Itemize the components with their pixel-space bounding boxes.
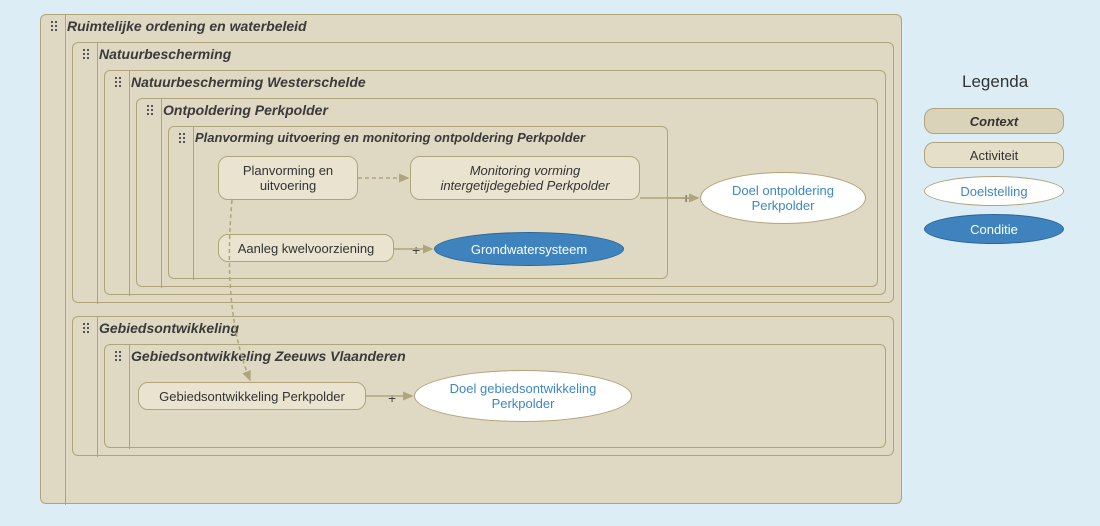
legend-context: Context	[924, 108, 1064, 134]
plus-symbol: +	[682, 190, 690, 206]
activity-gebied-perkpolder: Gebiedsontwikkeling Perkpolder	[138, 382, 366, 410]
drag-handle-icon	[175, 132, 189, 144]
drag-handle-icon	[111, 350, 125, 362]
activity-label: Planvorming en uitvoering	[229, 163, 347, 193]
activity-label: Monitoring vorming intergetijdegebied Pe…	[421, 163, 629, 193]
goal-ontpoldering: Doel ontpoldering Perkpolder	[700, 172, 866, 224]
drag-handle-icon	[79, 48, 93, 60]
context-title: Natuurbescherming Westerschelde	[131, 74, 366, 90]
condition-grondwatersysteem: Grondwatersysteem	[434, 232, 624, 266]
activity-label: Aanleg kwelvoorziening	[238, 241, 375, 256]
legend-conditie: Conditie	[924, 214, 1064, 244]
plus-symbol: +	[412, 242, 420, 258]
legend-label: Doelstelling	[960, 184, 1027, 199]
drag-handle-icon	[79, 322, 93, 334]
diagram-canvas: Ruimtelijke ordening en waterbeleid Natu…	[22, 12, 1078, 512]
legend-doelstelling: Doelstelling	[924, 176, 1064, 206]
activity-planvorming: Planvorming en uitvoering	[218, 156, 358, 200]
activity-monitoring: Monitoring vorming intergetijdegebied Pe…	[410, 156, 640, 200]
context-title: Gebiedsontwikkeling	[99, 320, 239, 336]
activity-aanleg: Aanleg kwelvoorziening	[218, 234, 394, 262]
activity-label: Gebiedsontwikkeling Perkpolder	[159, 389, 345, 404]
legend-label: Activiteit	[970, 148, 1018, 163]
goal-label: Doel gebiedsontwikkeling Perkpolder	[423, 381, 623, 411]
legend-title: Legenda	[962, 72, 1028, 92]
goal-gebiedsontwikkeling: Doel gebiedsontwikkeling Perkpolder	[414, 370, 632, 422]
legend-label: Conditie	[970, 222, 1018, 237]
context-title: Ruimtelijke ordening en waterbeleid	[67, 18, 307, 34]
legend-activiteit: Activiteit	[924, 142, 1064, 168]
context-title: Planvorming uitvoering en monitoring ont…	[195, 130, 585, 145]
drag-handle-icon	[111, 76, 125, 88]
drag-handle-icon	[47, 20, 61, 32]
plus-symbol: +	[388, 390, 396, 406]
goal-label: Doel ontpoldering Perkpolder	[709, 183, 857, 213]
context-title: Gebiedsontwikkeling Zeeuws Vlaanderen	[131, 348, 406, 364]
drag-handle-icon	[143, 104, 157, 116]
condition-label: Grondwatersysteem	[471, 242, 587, 257]
context-title: Natuurbescherming	[99, 46, 231, 62]
context-title: Ontpoldering Perkpolder	[163, 102, 328, 118]
legend-label: Context	[970, 114, 1018, 129]
